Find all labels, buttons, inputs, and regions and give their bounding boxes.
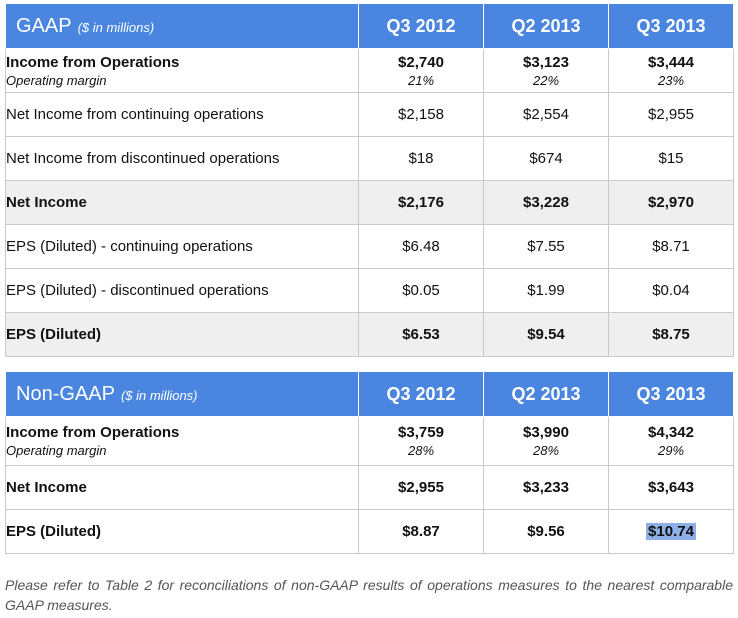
row-sublabel: Operating margin	[6, 443, 107, 458]
cell-value: $6.48	[358, 224, 484, 269]
gaap-row-eps-continuing: EPS (Diluted) - continuing operations $6…	[5, 224, 734, 269]
value-cell: $3,759 28%	[358, 416, 484, 466]
cell-value: $8.71	[608, 224, 734, 269]
cell-value: $3,990	[523, 424, 569, 441]
cell-value: $2,955	[358, 465, 484, 510]
value-cell: $4,342 29%	[608, 416, 734, 466]
gaap-table: GAAP ($ in millions) Q3 2012 Q2 2013 Q3 2…	[5, 3, 734, 357]
cell-value: $2,955	[608, 92, 734, 137]
cell-value: $0.04	[608, 268, 734, 313]
gaap-row-net-income-discontinued: Net Income from discontinued operations …	[5, 136, 734, 181]
cell-subvalue: 22%	[532, 72, 560, 88]
cell-value: $15	[608, 136, 734, 181]
row-label: EPS (Diluted) - discontinued operations	[5, 268, 359, 313]
nongaap-unit: ($ in millions)	[120, 387, 198, 403]
value-cell: $2,740 21%	[358, 48, 484, 93]
row-sublabel: Operating margin	[6, 72, 107, 88]
cell-value: $2,554	[483, 92, 609, 137]
nongaap-col-header: Q3 2012	[358, 371, 484, 417]
row-label: Net Income from continuing operations	[5, 92, 359, 137]
cell-value: $8.75	[608, 312, 734, 357]
gaap-row-income-from-operations: Income from Operations Operating margin $…	[5, 48, 734, 93]
gaap-row-eps-diluted: EPS (Diluted) $6.53 $9.54 $8.75	[5, 312, 734, 357]
cell-value: $6.53	[358, 312, 484, 357]
cell-subvalue: 28%	[407, 443, 435, 458]
nongaap-row-eps-diluted: EPS (Diluted) $8.87 $9.56 $10.74	[5, 509, 734, 554]
cell-value: $18	[358, 136, 484, 181]
cell-value: $1.99	[483, 268, 609, 313]
cell-value: $674	[483, 136, 609, 181]
row-label: Income from Operations	[6, 53, 180, 71]
gaap-col-header: Q3 2013	[608, 3, 734, 49]
gaap-header-row: GAAP ($ in millions) Q3 2012 Q2 2013 Q3 2…	[5, 3, 734, 49]
cell-value: $7.55	[483, 224, 609, 269]
cell-value: $2,970	[608, 180, 734, 225]
gaap-title-cell: GAAP ($ in millions)	[5, 3, 359, 49]
cell-value: $3,444	[648, 53, 694, 71]
cell-value: $3,643	[608, 465, 734, 510]
value-cell: $3,123 22%	[483, 48, 609, 93]
row-label: Net Income	[5, 465, 359, 510]
cell-value: $2,158	[358, 92, 484, 137]
cell-value: $4,342	[648, 424, 694, 441]
cell-value: $0.05	[358, 268, 484, 313]
row-label: Net Income from discontinued operations	[5, 136, 359, 181]
gaap-row-net-income: Net Income $2,176 $3,228 $2,970	[5, 180, 734, 225]
cell-value: $9.56	[483, 509, 609, 554]
value-cell: $3,444 23%	[608, 48, 734, 93]
cell-value: $3,123	[523, 53, 569, 71]
row-label: Net Income	[5, 180, 359, 225]
value-cell: $3,990 28%	[483, 416, 609, 466]
cell-value: $8.87	[358, 509, 484, 554]
gaap-row-eps-discontinued: EPS (Diluted) - discontinued operations …	[5, 268, 734, 313]
cell-value: $3,759	[398, 424, 444, 441]
nongaap-title-cell: Non-GAAP ($ in millions)	[5, 371, 359, 417]
row-label: EPS (Diluted) - continuing operations	[5, 224, 359, 269]
row-label: EPS (Diluted)	[5, 509, 359, 554]
row-label: Income from Operations	[6, 424, 180, 441]
value-cell: $10.74	[608, 509, 734, 554]
cell-subvalue: 21%	[407, 72, 435, 88]
gaap-row-net-income-continuing: Net Income from continuing operations $2…	[5, 92, 734, 137]
nongaap-row-income-from-operations: Income from Operations Operating margin $…	[5, 416, 734, 466]
nongaap-title: Non-GAAP	[16, 382, 115, 405]
cell-value: $3,228	[483, 180, 609, 225]
row-label-cell: Income from Operations Operating margin	[5, 48, 359, 93]
row-label-cell: Income from Operations Operating margin	[5, 416, 359, 466]
cell-value: $9.54	[483, 312, 609, 357]
nongaap-col-header: Q2 2013	[483, 371, 609, 417]
row-label: EPS (Diluted)	[5, 312, 359, 357]
gaap-col-header: Q2 2013	[483, 3, 609, 49]
footnote: Please refer to Table 2 for reconciliati…	[5, 577, 733, 613]
cell-value: $2,176	[358, 180, 484, 225]
gaap-unit: ($ in millions)	[77, 19, 155, 35]
gaap-col-header: Q3 2012	[358, 3, 484, 49]
nongaap-col-header: Q3 2013	[608, 371, 734, 417]
cell-subvalue: 23%	[657, 72, 685, 88]
gaap-title: GAAP	[16, 14, 72, 37]
cell-value: $3,233	[483, 465, 609, 510]
cell-value: $2,740	[398, 53, 444, 71]
nongaap-row-net-income: Net Income $2,955 $3,233 $3,643	[5, 465, 734, 510]
cell-subvalue: 28%	[532, 443, 560, 458]
nongaap-table: Non-GAAP ($ in millions) Q3 2012 Q2 2013 …	[5, 371, 734, 554]
highlighted-value: $10.74	[646, 523, 696, 540]
cell-subvalue: 29%	[657, 443, 685, 458]
nongaap-header-row: Non-GAAP ($ in millions) Q3 2012 Q2 2013 …	[5, 371, 734, 417]
